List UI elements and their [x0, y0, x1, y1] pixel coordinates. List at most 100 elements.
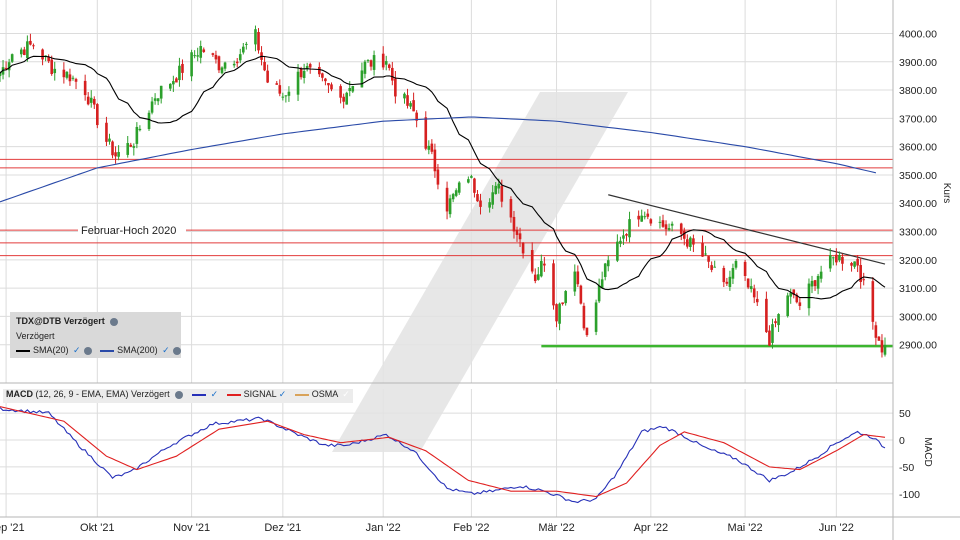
- candle-body: [856, 258, 859, 266]
- globe-icon[interactable]: [175, 390, 184, 399]
- candle-body: [479, 200, 482, 207]
- candle-body: [381, 53, 385, 68]
- x-tick-label: Jun '22: [819, 522, 854, 534]
- candle-body: [241, 46, 245, 53]
- checkmark-icon[interactable]: ✓: [342, 389, 350, 399]
- y-tick-label: 3600.00: [899, 142, 937, 154]
- candle-body: [853, 261, 856, 267]
- candle-body: [451, 194, 455, 200]
- candle-body: [391, 67, 394, 81]
- macd-panel: [0, 406, 886, 504]
- candle-body: [366, 60, 370, 62]
- candle-body: [491, 192, 494, 205]
- sma200-swatch: [100, 349, 115, 352]
- candle-body: [816, 276, 820, 289]
- candle-body: [360, 70, 364, 88]
- candle-body: [838, 255, 841, 261]
- candle-body: [302, 70, 306, 78]
- candle-body: [114, 152, 117, 157]
- candle-body: [667, 228, 671, 230]
- y-tick-label: 4000.00: [899, 28, 937, 40]
- candle-body: [4, 67, 8, 70]
- candle-body: [23, 49, 26, 55]
- osma-swatch: [294, 393, 309, 396]
- macd-tick-label: 50: [899, 408, 911, 420]
- candle-body: [722, 267, 726, 283]
- candle-body: [616, 241, 619, 261]
- candle-body: [96, 104, 99, 126]
- candle-body: [789, 292, 793, 297]
- candle-body: [710, 265, 713, 270]
- candle-body: [871, 281, 875, 322]
- candle-body: [89, 97, 93, 103]
- candle-body: [284, 95, 288, 97]
- candle-body: [743, 261, 747, 277]
- y-tick-label: 3100.00: [899, 283, 937, 295]
- candle-body: [536, 274, 540, 280]
- candle-body: [111, 141, 114, 156]
- candle-body: [74, 79, 78, 82]
- candle-body: [287, 91, 291, 96]
- candle-body: [327, 82, 330, 86]
- candle-body: [594, 302, 598, 332]
- candle-body: [220, 67, 224, 74]
- candle-body: [387, 64, 391, 68]
- candle-body: [859, 265, 862, 282]
- candle-body: [670, 223, 674, 226]
- macd-tick-label: -50: [899, 462, 914, 474]
- checkmark-icon[interactable]: ✓: [162, 345, 170, 355]
- candle-body: [643, 216, 647, 218]
- candle-body: [777, 314, 780, 326]
- candle-body: [172, 81, 175, 85]
- candle-body: [436, 169, 440, 185]
- candle-body: [841, 256, 844, 264]
- globe-icon[interactable]: [83, 346, 92, 355]
- candle-body: [646, 213, 650, 217]
- watermark-slash: [332, 92, 628, 452]
- candle-body: [689, 237, 692, 248]
- candle-body: [728, 276, 732, 287]
- candle-body: [299, 68, 303, 78]
- macd-legend: MACD (12, 26, 9 - EMA, EMA) Verzögert ✓ …: [3, 389, 353, 403]
- signal-line: [0, 406, 886, 498]
- sma200-label: SMA(200): [117, 345, 158, 355]
- globe-icon[interactable]: [110, 317, 119, 326]
- candle-body: [308, 64, 312, 68]
- checkmark-icon[interactable]: ✓: [278, 389, 287, 399]
- candle-body: [257, 31, 260, 51]
- candle-body: [156, 98, 160, 102]
- candle-body: [433, 149, 437, 172]
- candle-body: [582, 305, 586, 329]
- candle-body: [348, 88, 352, 92]
- candle-body: [533, 274, 537, 281]
- candle-body: [403, 93, 406, 99]
- globe-icon[interactable]: [172, 346, 181, 355]
- candle-body: [521, 242, 525, 254]
- candle-body: [603, 263, 607, 278]
- candle-body: [765, 298, 768, 333]
- candle-body: [473, 178, 476, 193]
- candle-body: [235, 61, 239, 64]
- main-legend-panel: TDX@DTB Verzögert Verzögert SMA(20) ✓ SM…: [10, 312, 181, 358]
- candle-body: [701, 242, 704, 257]
- candle-body: [83, 80, 87, 96]
- candle-body: [749, 286, 753, 290]
- candle-body: [786, 295, 789, 316]
- candle-body: [564, 291, 567, 304]
- candle-body: [755, 298, 759, 303]
- candle-body: [351, 85, 355, 92]
- candle-body: [494, 185, 498, 195]
- checkmark-icon[interactable]: ✓: [210, 389, 219, 399]
- x-tick-label: Mär '22: [538, 522, 574, 534]
- x-tick-label: Sep '21: [0, 522, 25, 534]
- moving-averages: [0, 55, 886, 300]
- candle-body: [384, 61, 388, 65]
- osma-label: OSMA: [311, 389, 338, 399]
- candle-body: [427, 145, 431, 150]
- candle-body: [862, 279, 866, 281]
- candle-body: [445, 187, 449, 212]
- y-tick-label: 3400.00: [899, 198, 937, 210]
- checkmark-icon[interactable]: ✓: [73, 345, 81, 355]
- y-tick-label: 3700.00: [899, 113, 937, 125]
- candle-body: [345, 92, 349, 105]
